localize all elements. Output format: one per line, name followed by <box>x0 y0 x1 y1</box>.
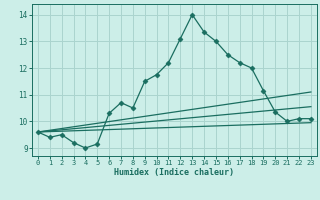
X-axis label: Humidex (Indice chaleur): Humidex (Indice chaleur) <box>115 168 234 177</box>
